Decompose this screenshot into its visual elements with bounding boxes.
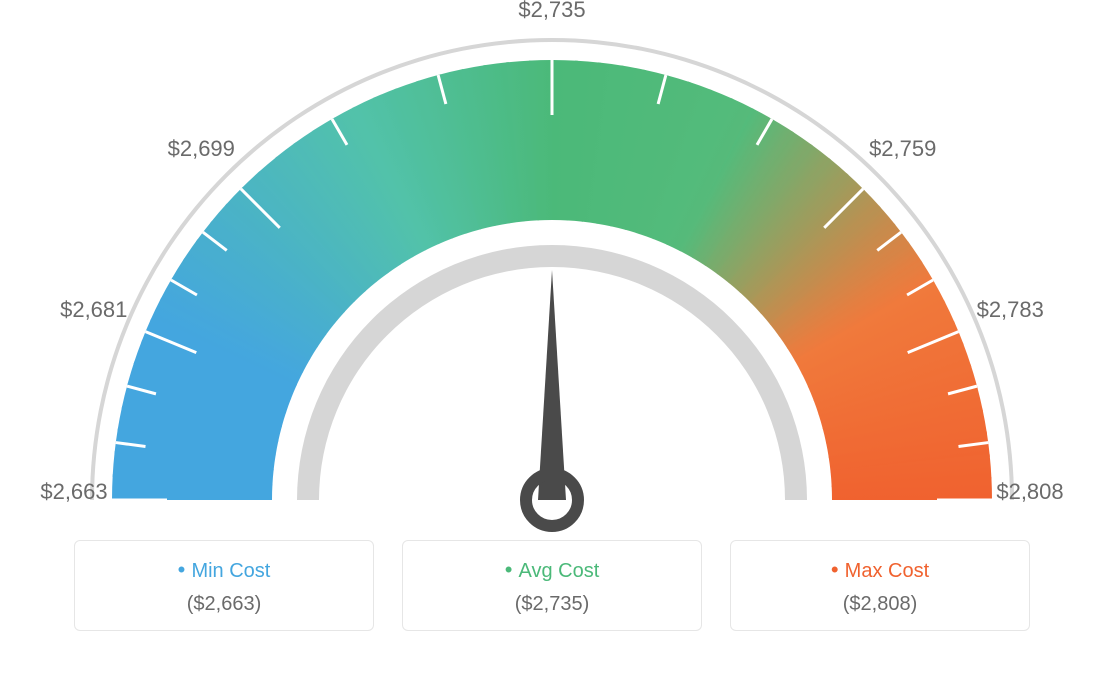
gauge-svg: [0, 0, 1104, 540]
gauge-chart: $2,663 $2,681 $2,699 $2,735 $2,759 $2,783 $2,8…: [0, 0, 1104, 540]
gauge-tick-label: $2,735: [518, 0, 585, 23]
gauge-tick-label: $2,759: [869, 136, 936, 162]
legend-min-title: Min Cost: [87, 557, 361, 583]
gauge-tick-label: $2,699: [168, 136, 235, 162]
legend-avg-box: Avg Cost ($2,735): [402, 540, 702, 631]
legend-min-value: ($2,663): [87, 593, 361, 616]
legend-max-title: Max Cost: [743, 557, 1017, 583]
legend-row: Min Cost ($2,663) Avg Cost ($2,735) Max …: [0, 540, 1104, 631]
gauge-tick-label: $2,783: [977, 297, 1044, 323]
legend-max-box: Max Cost ($2,808): [730, 540, 1030, 631]
gauge-tick-label: $2,681: [60, 297, 127, 323]
gauge-tick-label: $2,808: [996, 479, 1063, 505]
gauge-tick-label: $2,663: [40, 479, 107, 505]
legend-avg-value: ($2,735): [415, 593, 689, 616]
legend-min-box: Min Cost ($2,663): [74, 540, 374, 631]
legend-max-value: ($2,808): [743, 593, 1017, 616]
legend-avg-title: Avg Cost: [415, 557, 689, 583]
